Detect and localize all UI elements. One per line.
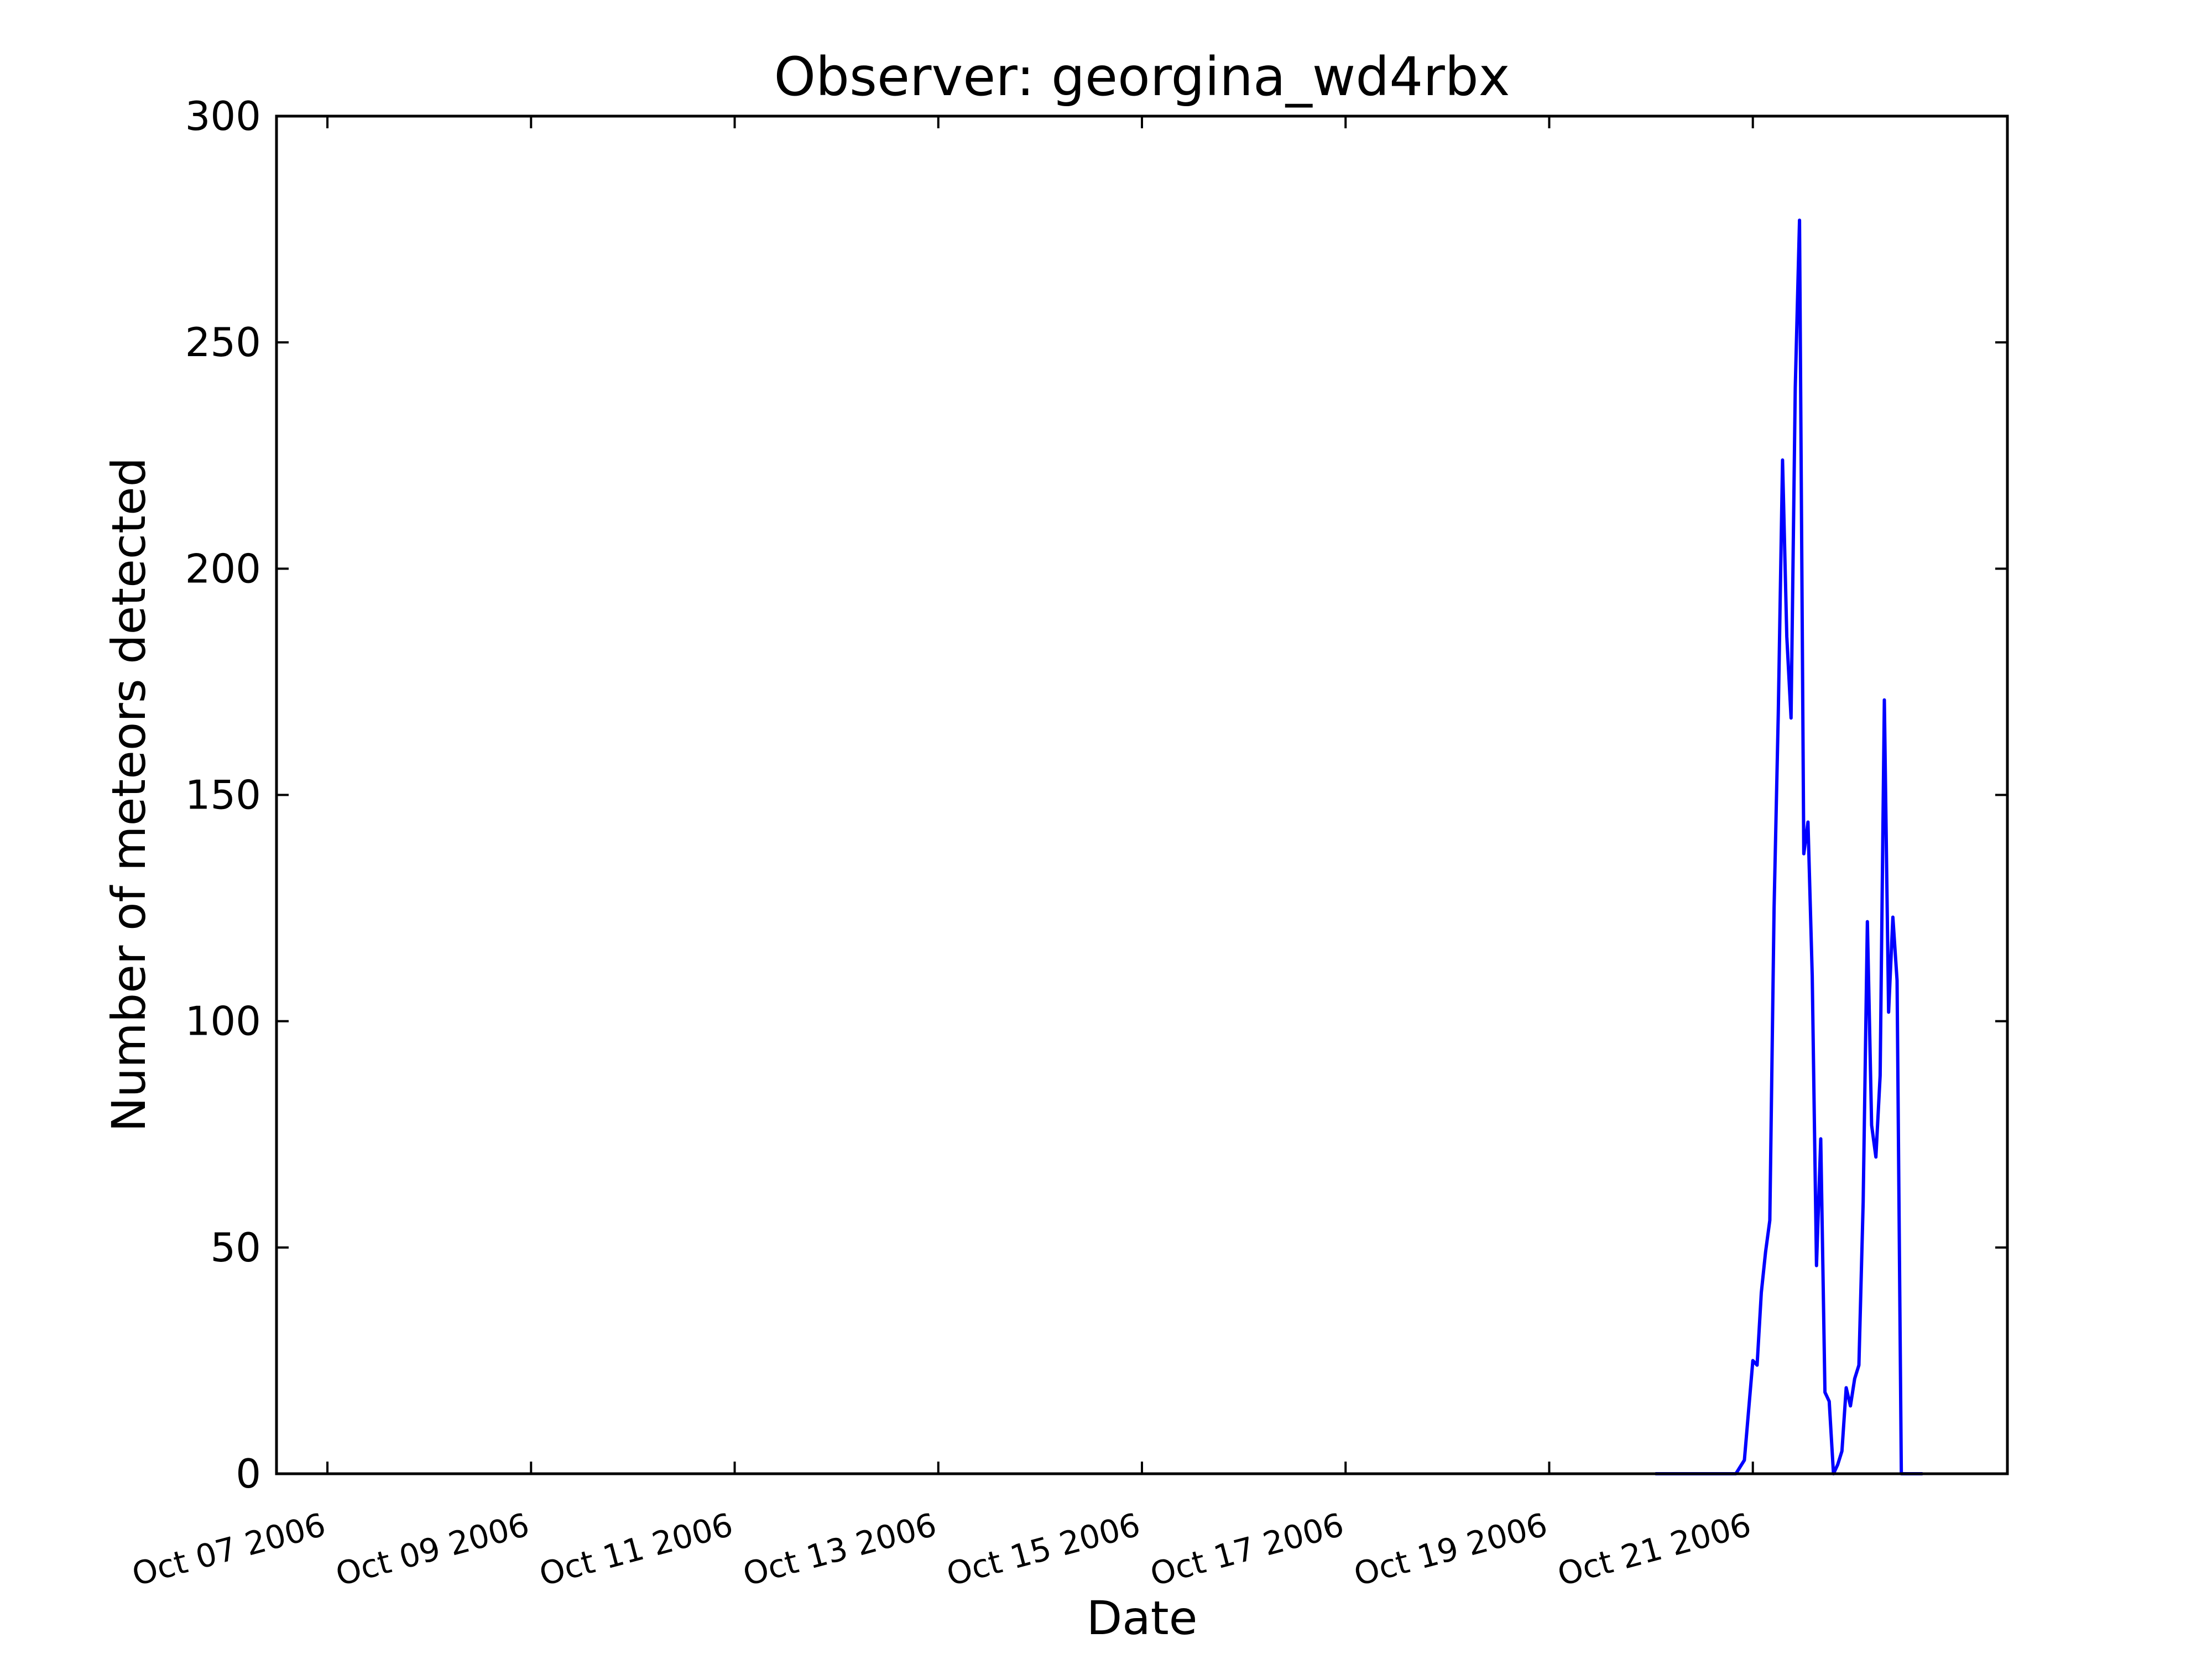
plot-series <box>1655 218 1923 1475</box>
series-line <box>1655 218 1923 1475</box>
y-tick-label: 200 <box>185 545 261 592</box>
y-tick-label: 150 <box>185 772 261 818</box>
y-tick-label: 300 <box>185 93 261 139</box>
y-tick-label: 50 <box>210 1224 261 1271</box>
y-tick-label: 250 <box>185 319 261 366</box>
y-tick-label: 100 <box>185 998 261 1045</box>
x-axis-label: Date <box>1087 1591 1198 1645</box>
y-axis-label: Number of meteors detected <box>102 457 156 1132</box>
y-axis-ticks: 0 50 100 150 200 250 300 <box>185 93 2007 1497</box>
y-tick-label: 0 <box>236 1451 261 1497</box>
chart-title: Observer: georgina_wd4rbx <box>774 46 1510 108</box>
plot-frame <box>275 114 2009 1475</box>
